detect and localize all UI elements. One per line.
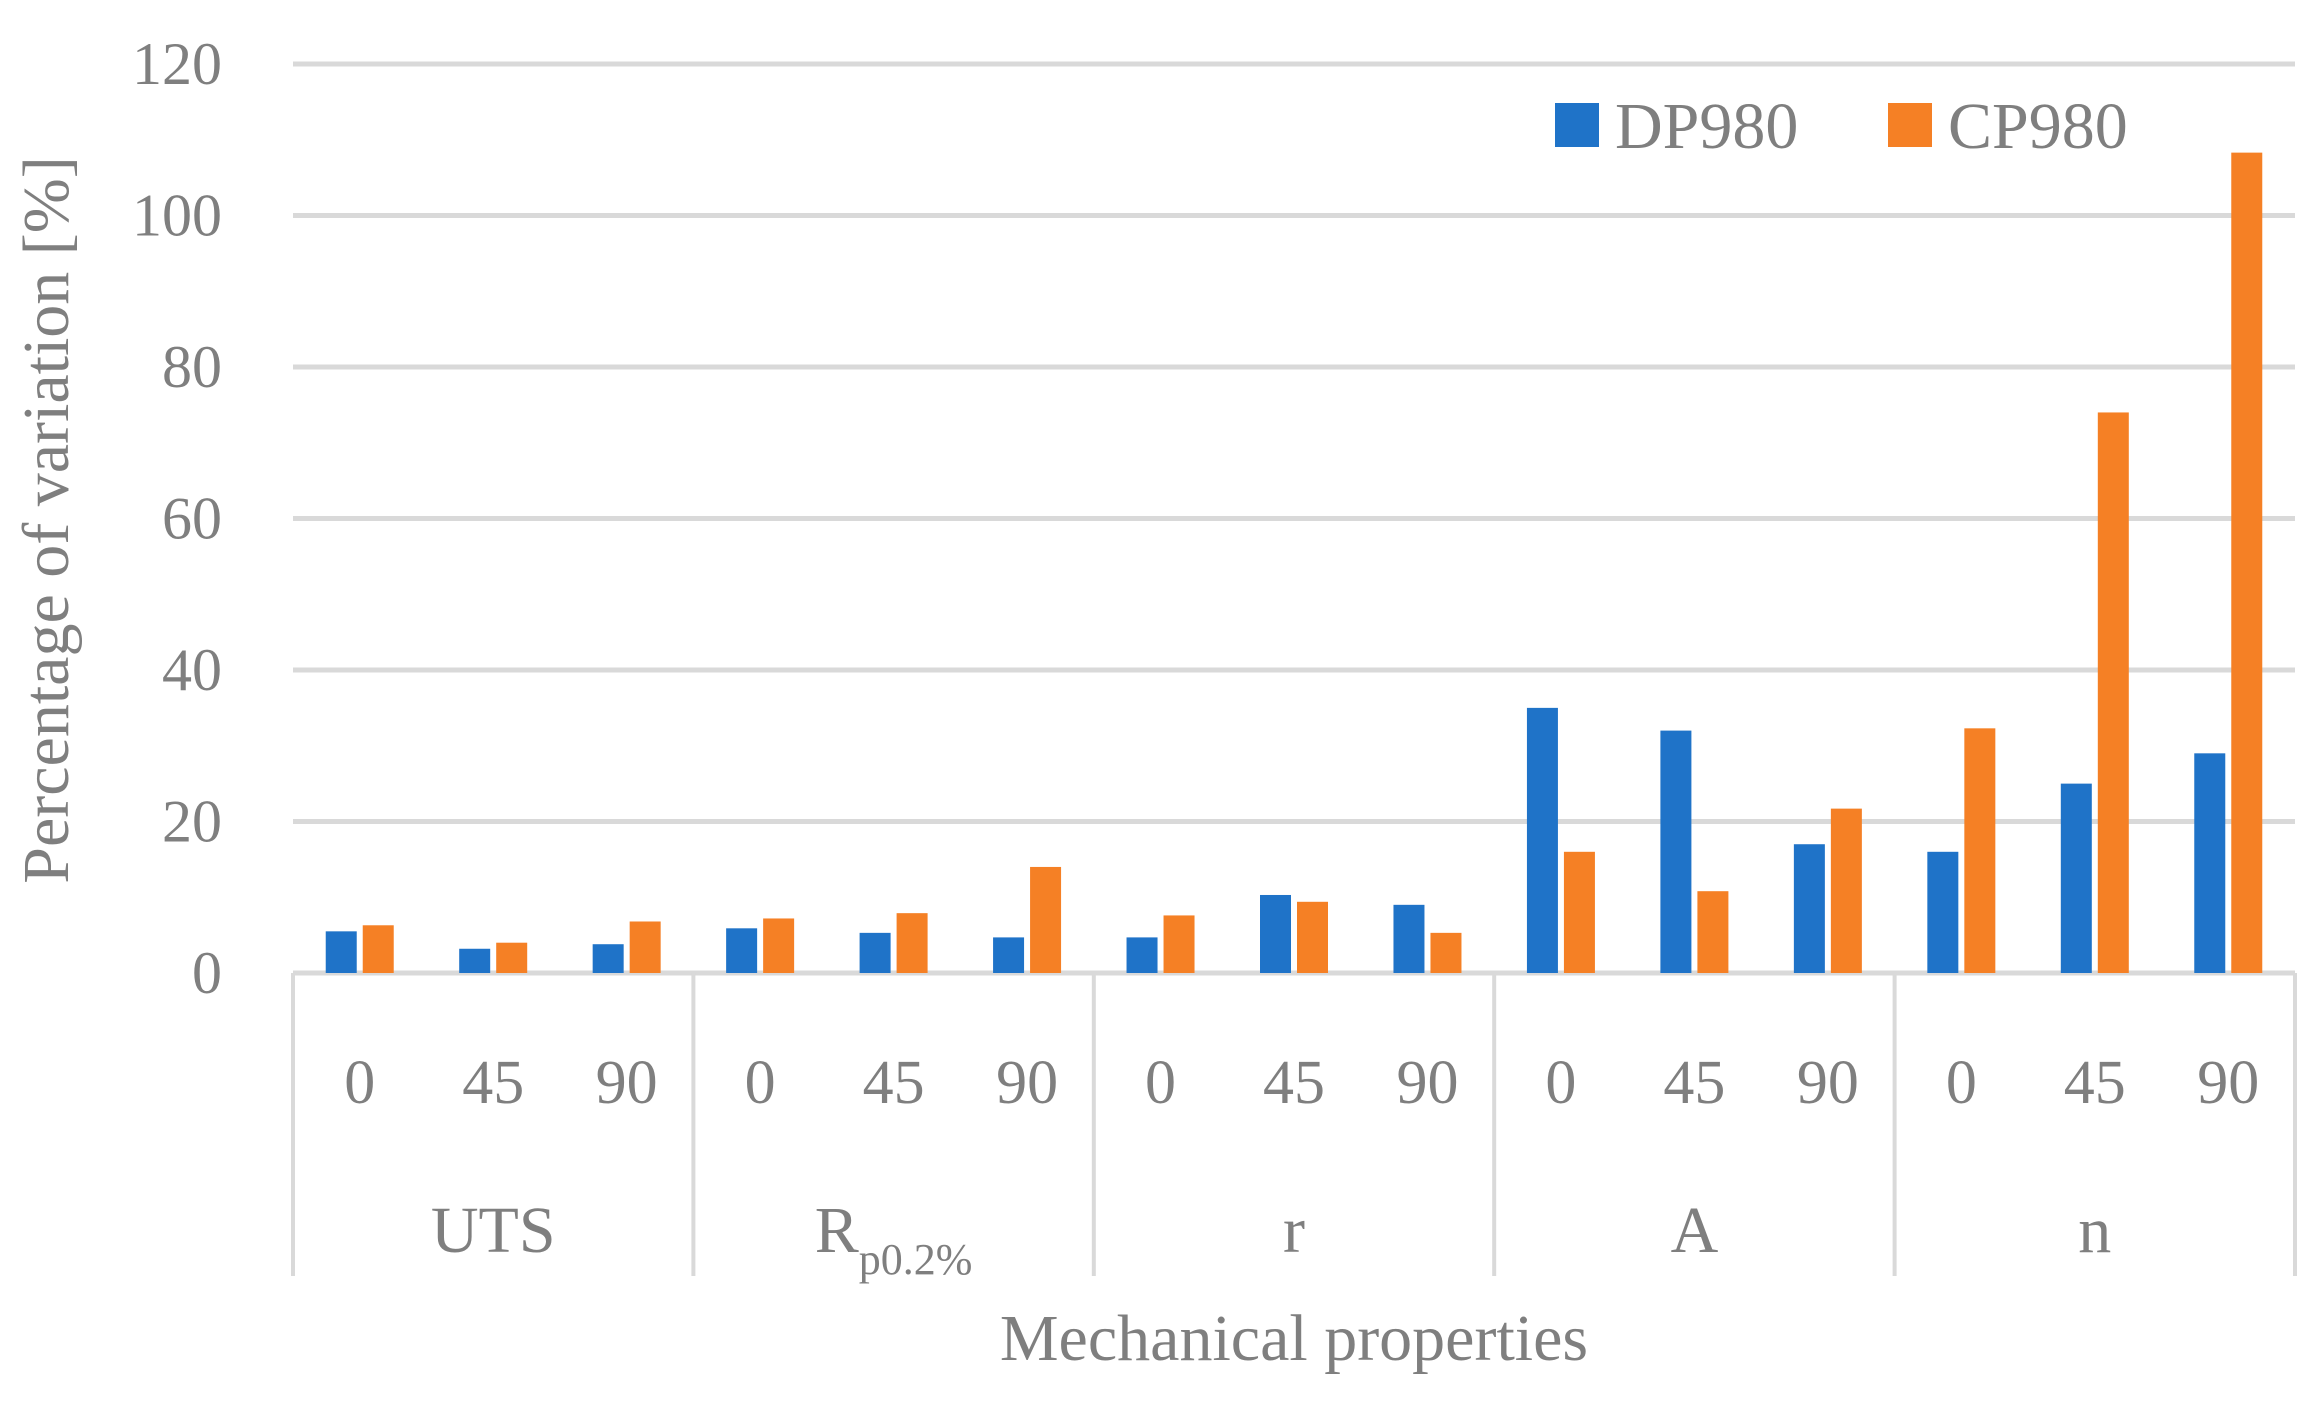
bar-cp980-10	[1697, 891, 1729, 973]
y-tick-label: 20	[162, 789, 222, 855]
bars	[325, 152, 2263, 973]
x-category-label: 90	[2197, 1049, 2259, 1117]
x-group-label: r	[1283, 1194, 1305, 1267]
y-axis-ticks: 0 20 40 60 80 100 120	[132, 31, 222, 1006]
bar-dp980-11	[1793, 844, 1825, 973]
bar-cp980-9	[1563, 851, 1595, 973]
bar-dp980-4	[859, 932, 891, 973]
legend-swatch-cp980	[1888, 103, 1932, 147]
x-category-label: 90	[596, 1049, 658, 1117]
bar-cp980-8	[1430, 932, 1462, 973]
bar-dp980-14	[2194, 753, 2226, 973]
x-category-label: 0	[745, 1049, 776, 1117]
legend-label-dp980: DP980	[1615, 90, 1798, 163]
legend-label-cp980: CP980	[1948, 90, 2128, 163]
x-category-label: 90	[996, 1049, 1058, 1117]
legend-swatch-dp980	[1555, 103, 1599, 147]
bar-dp980-2	[592, 944, 624, 973]
x-category-label: 90	[1797, 1049, 1859, 1117]
y-tick-label: 80	[162, 334, 222, 400]
bar-dp980-8	[1393, 904, 1425, 973]
y-tick-label: 40	[162, 637, 222, 703]
bar-cp980-3	[763, 918, 795, 973]
bar-dp980-12	[1927, 851, 1959, 973]
x-axis: 0 45 90 UTS 0 45 90 Rp0.2% 0 45 90 r 0 45 90 A 0 45 90 n	[291, 973, 2297, 1284]
bar-dp980-7	[1260, 894, 1291, 973]
bar-cp980-6	[1163, 915, 1195, 973]
x-group-label: Rp0.2%	[815, 1194, 973, 1284]
bar-cp980-14	[2231, 152, 2263, 973]
y-tick-label: 60	[162, 486, 222, 552]
bar-cp980-12	[1964, 728, 1996, 973]
bar-cp980-4	[896, 913, 928, 973]
x-category-label: 45	[462, 1049, 524, 1117]
bar-dp980-6	[1126, 937, 1158, 973]
y-tick-label: 100	[132, 183, 222, 249]
x-category-label: 45	[863, 1049, 925, 1117]
x-group-label: n	[2078, 1194, 2111, 1267]
x-group-label: UTS	[431, 1194, 556, 1267]
legend: DP980 CP980	[1555, 90, 2128, 163]
bar-cp980-11	[1830, 808, 1862, 973]
bar-cp980-13	[2097, 412, 2129, 973]
bar-dp980-10	[1660, 730, 1692, 973]
y-axis-title: Percentage of variation [%]	[10, 156, 83, 883]
x-category-label: 0	[1545, 1049, 1576, 1117]
x-category-label: 0	[344, 1049, 375, 1117]
bar-cp980-0	[362, 925, 394, 973]
x-axis-title: Mechanical properties	[1000, 1302, 1588, 1375]
x-category-label: 45	[2064, 1049, 2126, 1117]
bar-dp980-0	[325, 931, 357, 973]
x-category-label: 45	[1663, 1049, 1725, 1117]
y-tick-label: 0	[192, 940, 222, 1006]
x-group-label: A	[1671, 1194, 1719, 1267]
bar-dp980-5	[993, 937, 1025, 973]
bar-cp980-5	[1030, 866, 1062, 973]
bar-dp980-1	[459, 948, 491, 973]
bar-cp980-2	[629, 921, 661, 973]
bar-dp980-3	[726, 928, 758, 973]
gridlines	[293, 61, 2295, 976]
y-tick-label: 120	[132, 31, 222, 97]
bar-cp980-7	[1297, 901, 1328, 973]
bar-dp980-9	[1526, 707, 1558, 973]
bar-dp980-13	[2060, 783, 2092, 973]
x-category-label: 0	[1145, 1049, 1176, 1117]
bar-cp980-1	[496, 942, 528, 973]
x-category-label: 0	[1946, 1049, 1977, 1117]
x-category-label: 45	[1263, 1049, 1325, 1117]
x-category-label: 90	[1396, 1049, 1458, 1117]
